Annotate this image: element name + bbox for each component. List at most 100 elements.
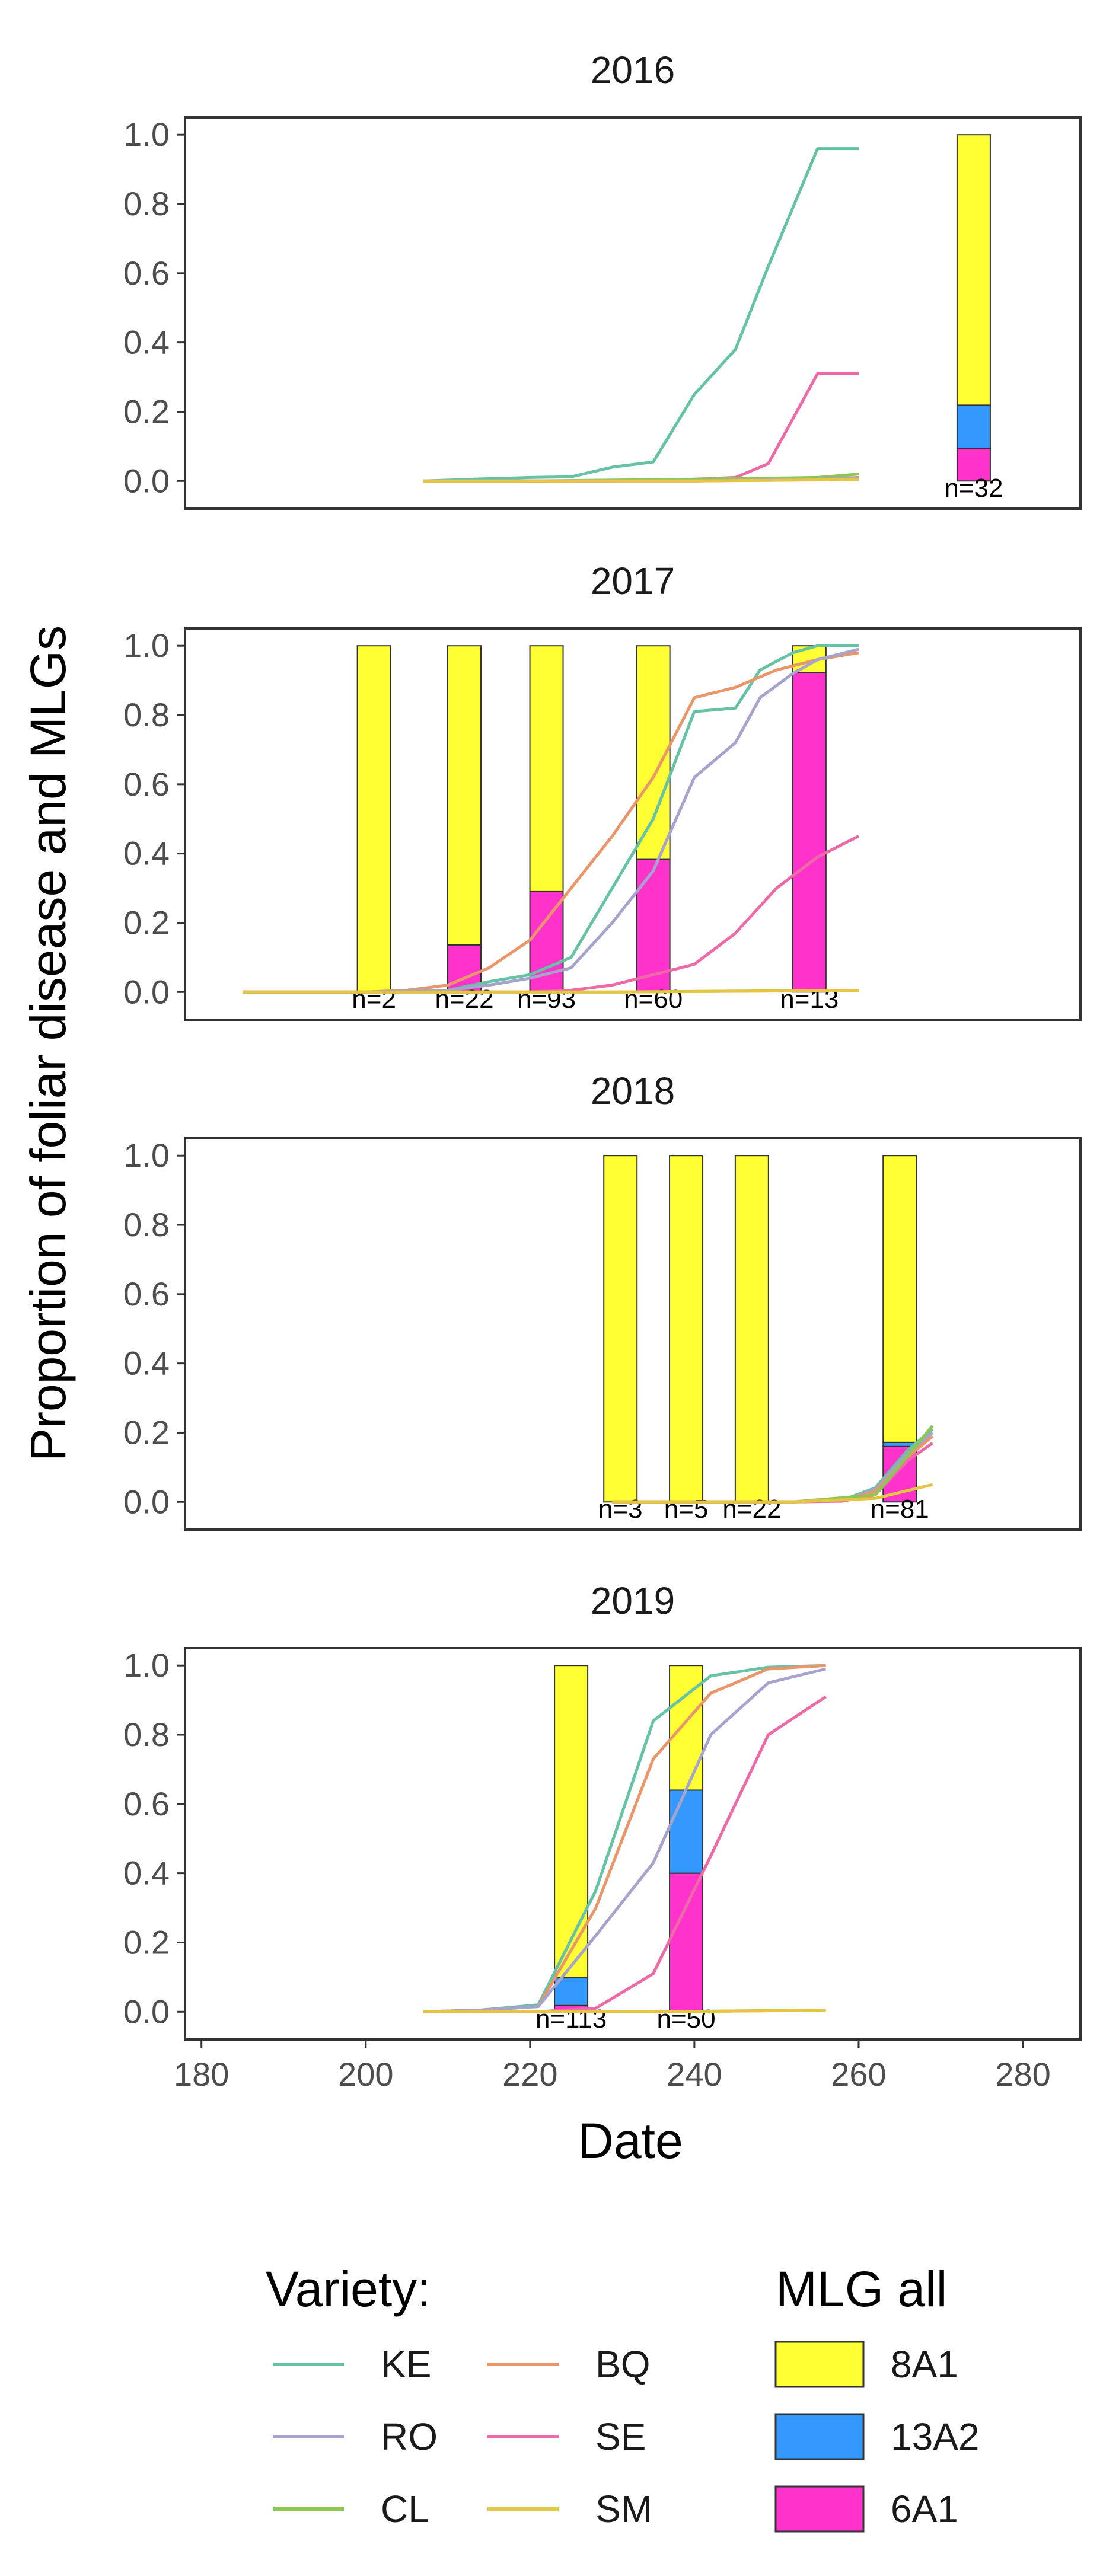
bar-segment-6A1	[669, 1872, 704, 2013]
bar-segment-8A1	[734, 1155, 769, 1503]
legend-label-SE: SE	[595, 2415, 646, 2458]
bar-segment-8A1	[669, 1155, 704, 1503]
panel-frame	[184, 116, 1082, 510]
legend-variety-title: Variety:	[266, 2261, 431, 2317]
bar-segment-8A1	[882, 1155, 917, 1443]
legend-swatch-8A1	[774, 2341, 865, 2388]
legend-item-RO: RO	[273, 2415, 438, 2458]
mlg-bar-3	[529, 645, 564, 993]
legend-item-KE: KE	[273, 2343, 431, 2386]
bar-segment-8A1	[447, 645, 482, 946]
y-tick-label: 0.0	[123, 973, 170, 1010]
x-tick-label: 180	[174, 2055, 229, 2093]
y-tick-label: 0.4	[123, 835, 170, 872]
bar-segment-8A1	[356, 645, 391, 993]
x-tick-label: 240	[667, 2055, 722, 2093]
bar-n-label: n=5	[664, 1495, 709, 1524]
chart-panels: 2016 0.0 0.2 0.4 0.6 0.8 1.0 n=32 2017 0.0 0.2 0.4 0…	[123, 49, 1082, 2093]
legend-swatch-13A2	[774, 2413, 865, 2460]
panel-title: 2019	[591, 1579, 675, 1622]
bar-segment-8A1	[956, 134, 991, 406]
bar-n-label: n=60	[624, 985, 683, 1014]
series-line-SM	[243, 989, 859, 994]
y-tick-label: 0.8	[123, 1716, 170, 1753]
mlg-bar-1	[356, 645, 391, 993]
y-tick-label: 0.4	[123, 1854, 170, 1892]
y-tick-label: 0.4	[123, 324, 170, 361]
y-tick-label: 0.6	[123, 1275, 170, 1313]
bar-n-label: n=32	[944, 474, 1003, 503]
panel-title: 2018	[591, 1070, 675, 1112]
legend-item-BQ: BQ	[487, 2343, 650, 2386]
legend-label-KE: KE	[381, 2343, 431, 2386]
mlg-bar-4	[636, 645, 671, 993]
y-tick-label: 0.2	[123, 904, 170, 941]
y-tick-label: 0.4	[123, 1345, 170, 1382]
panel-frame	[184, 1137, 1082, 1531]
mlg-bar-5	[792, 645, 827, 993]
legend-label-CL: CL	[381, 2488, 429, 2530]
legend-items: KE BQ RO SE CL SM 8A1 13A2 6A1	[273, 2341, 979, 2533]
x-axis-title: Date	[578, 2113, 683, 2169]
panel-frame	[184, 1647, 1082, 2041]
legend: Variety: MLG all KE BQ RO SE CL SM 8A1 13A2 6A1	[266, 2261, 979, 2533]
y-tick-label: 0.8	[123, 1206, 170, 1243]
series-line-RO	[243, 647, 859, 994]
legend-label-8A1: 8A1	[891, 2343, 958, 2386]
legend-item-8A1: 8A1	[774, 2341, 958, 2388]
legend-label-BQ: BQ	[595, 2343, 650, 2386]
legend-label-SM: SM	[595, 2488, 652, 2530]
bar-n-label: n=81	[871, 1495, 929, 1524]
y-tick-label: 0.0	[123, 1993, 170, 2030]
mlg-bar-2	[447, 645, 482, 993]
series-line-RO	[423, 1667, 827, 2013]
bar-segment-8A1	[554, 1665, 589, 1979]
mlg-bar-1	[603, 1155, 638, 1503]
legend-item-6A1: 6A1	[774, 2485, 958, 2533]
legend-mlg-title: MLG all	[776, 2261, 947, 2317]
legend-label-13A2: 13A2	[891, 2415, 979, 2458]
bar-n-label: n=3	[598, 1495, 643, 1524]
series-line-SM	[423, 477, 859, 483]
series-line-BQ	[243, 651, 859, 994]
legend-label-6A1: 6A1	[891, 2488, 958, 2530]
bar-segment-8A1	[529, 645, 564, 892]
series-line-KE	[423, 147, 859, 483]
legend-item-13A2: 13A2	[774, 2413, 979, 2460]
legend-label-RO: RO	[381, 2415, 438, 2458]
panel-2016: 2016 0.0 0.2 0.4 0.6 0.8 1.0 n=32	[123, 49, 1082, 510]
y-tick-label: 0.2	[123, 392, 170, 430]
mlg-bar-1	[956, 134, 991, 482]
legend-item-SE: SE	[487, 2415, 646, 2458]
series-line-BQ	[423, 1664, 826, 2013]
y-tick-label: 0.6	[123, 765, 170, 803]
bar-segment-13A2	[956, 404, 991, 449]
bar-n-label: n=50	[656, 2004, 715, 2034]
mlg-bar-2	[669, 1155, 704, 1503]
y-axis-title: Proportion of foliar disease and MLGs	[20, 625, 76, 1461]
x-tick-label: 260	[831, 2055, 886, 2093]
bar-segment-8A1	[603, 1155, 638, 1503]
series-line-SE	[423, 1695, 827, 2013]
panel-2018: 2018 0.0 0.2 0.4 0.6 0.8 1.0 n=3 n=5 n=22 n=81	[123, 1070, 1082, 1531]
mlg-bar-2	[669, 1665, 704, 2013]
y-tick-label: 0.0	[123, 462, 170, 499]
bar-segment-13A2	[669, 1789, 704, 1874]
y-tick-label: 0.8	[123, 696, 170, 733]
bar-n-label: n=22	[722, 1495, 781, 1524]
bar-segment-13A2	[554, 1977, 589, 2006]
series-line-SM	[612, 1483, 933, 1504]
x-tick-label: 280	[995, 2055, 1050, 2093]
bar-n-label: n=2	[352, 985, 396, 1014]
y-tick-label: 0.6	[123, 254, 170, 292]
mlg-bar-1	[554, 1665, 589, 2013]
x-tick-label: 200	[338, 2055, 393, 2093]
y-tick-label: 1.0	[123, 1646, 170, 1684]
bar-segment-8A1	[636, 645, 671, 860]
x-tick-label: 220	[502, 2055, 557, 2093]
y-tick-label: 1.0	[123, 116, 170, 153]
